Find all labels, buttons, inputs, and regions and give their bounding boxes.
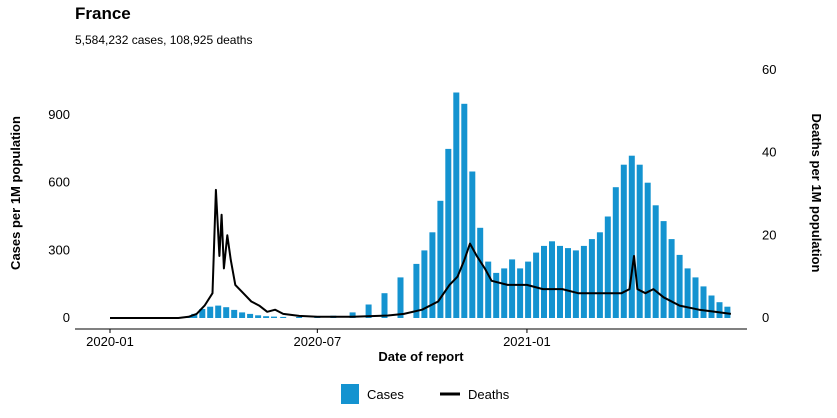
cases-bar <box>692 277 699 318</box>
cases-bar <box>660 221 667 318</box>
cases-bar <box>716 302 723 318</box>
legend-cases-swatch <box>341 384 359 404</box>
x-axis-title: Date of report <box>378 349 464 364</box>
left-y-tick-label: 300 <box>48 242 70 257</box>
cases-bar <box>517 268 524 318</box>
cases-bar <box>676 254 683 318</box>
cases-bar <box>255 315 262 318</box>
x-axis-ticks: 2020-01 2020-07 2021-01 <box>86 329 551 349</box>
deaths-line <box>110 188 732 319</box>
cases-bar <box>453 92 460 318</box>
right-y-axis-ticks: 0 20 40 60 <box>762 62 776 325</box>
cases-bar <box>477 227 484 318</box>
cases-bar <box>604 216 611 318</box>
deaths-series <box>110 188 732 319</box>
cases-series <box>175 92 731 318</box>
chart-subtitle: 5,584,232 cases, 108,925 deaths <box>75 33 253 47</box>
right-y-axis-title: Deaths per 1M population <box>809 114 824 273</box>
legend-deaths-label: Deaths <box>468 387 510 402</box>
left-y-axis-ticks: 0 300 600 900 <box>48 107 70 325</box>
cases-bar <box>191 313 198 318</box>
cases-bar <box>557 245 563 318</box>
cases-bar <box>223 307 230 318</box>
cases-bar <box>565 248 571 318</box>
cases-bar <box>533 252 540 318</box>
cases-bar <box>199 309 206 318</box>
cases-bar <box>596 232 603 318</box>
left-y-tick-label: 600 <box>48 175 70 190</box>
cases-bar <box>549 241 555 318</box>
cases-bar <box>684 268 691 318</box>
cases-bar <box>421 250 428 318</box>
cases-bar <box>620 164 627 318</box>
cases-bar <box>280 316 287 318</box>
cases-bar <box>413 263 420 318</box>
cases-bar <box>445 148 452 318</box>
chart-title: France <box>75 4 131 23</box>
cases-bar <box>636 164 643 318</box>
cases-bar <box>461 103 468 318</box>
legend-cases-label: Cases <box>367 387 404 402</box>
right-y-tick-label: 20 <box>762 227 776 242</box>
cases-bar <box>296 316 303 318</box>
cases-bar <box>429 232 436 318</box>
cases-bar <box>652 205 659 318</box>
cases-bar <box>207 306 214 318</box>
cases-bar <box>365 304 372 318</box>
x-tick-label: 2020-01 <box>86 334 134 349</box>
cases-bar <box>437 200 444 318</box>
x-tick-label: 2021-01 <box>503 334 551 349</box>
cases-bar <box>541 245 547 318</box>
cases-bar <box>247 313 254 318</box>
cases-bar <box>700 286 707 318</box>
right-y-tick-label: 0 <box>762 310 769 325</box>
cases-bar <box>708 295 715 318</box>
legend: Cases Deaths <box>341 384 510 404</box>
cases-bar <box>485 261 492 318</box>
cases-bar <box>493 272 500 318</box>
cases-bar <box>239 312 246 318</box>
cases-bar <box>644 182 651 318</box>
cases-bar <box>469 171 476 318</box>
cases-bar <box>349 312 356 318</box>
left-y-axis-title: Cases per 1M population <box>8 116 23 270</box>
cases-bar <box>588 239 595 318</box>
cases-bar <box>525 261 532 318</box>
cases-bar <box>231 309 238 318</box>
cases-bar <box>628 155 635 318</box>
cases-bar <box>580 245 587 318</box>
cases-bar <box>572 250 579 318</box>
cases-bar <box>501 268 508 318</box>
cases-bar <box>724 306 731 318</box>
cases-bar <box>263 316 270 318</box>
left-y-tick-label: 900 <box>48 107 70 122</box>
right-y-tick-label: 60 <box>762 62 776 77</box>
cases-bar <box>509 259 516 318</box>
cases-bar <box>271 316 277 318</box>
cases-bar <box>668 239 675 318</box>
cases-bar <box>397 277 404 318</box>
left-y-tick-label: 0 <box>63 310 70 325</box>
cases-bar <box>215 305 222 318</box>
cases-bar <box>381 293 388 318</box>
right-y-tick-label: 40 <box>762 145 776 160</box>
x-tick-label: 2020-07 <box>293 334 341 349</box>
cases-bar <box>612 187 619 318</box>
